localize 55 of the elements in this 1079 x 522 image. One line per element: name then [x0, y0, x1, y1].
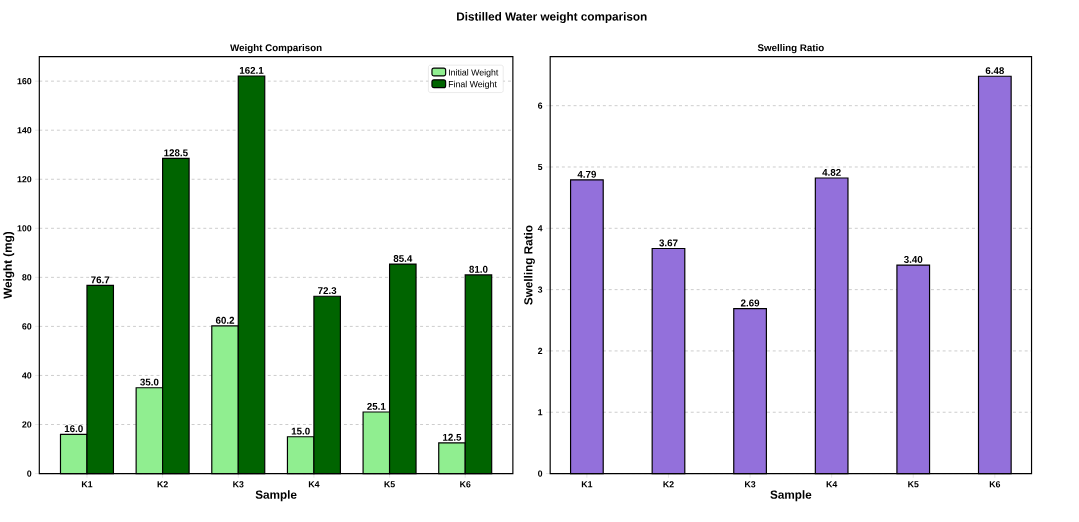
x-tick-label: K1 — [81, 480, 93, 488]
data-label: 4.82 — [822, 168, 841, 176]
x-tick-label: K6 — [460, 480, 471, 488]
data-label: 3.67 — [659, 239, 678, 247]
data-label: 128.5 — [164, 149, 188, 157]
x-tick-label: K2 — [157, 480, 168, 488]
data-label: 2.69 — [740, 299, 760, 307]
x-tick-label: K3 — [745, 480, 756, 488]
x-tick-label: K5 — [908, 480, 919, 488]
y-tick-label: 3 — [537, 286, 543, 293]
y-tick-label: 40 — [22, 372, 32, 379]
x-tick-label: K4 — [826, 480, 838, 488]
data-label: 16.0 — [64, 425, 83, 432]
data-label: 81.0 — [469, 265, 488, 273]
chart-title: Swelling Ratio — [757, 43, 824, 53]
y-tick-label: 2 — [537, 347, 543, 354]
x-tick-label: K3 — [233, 480, 244, 488]
legend-label: Final Weight — [448, 80, 497, 89]
data-label: 72.3 — [318, 286, 337, 294]
y-tick-label: 4 — [537, 225, 543, 232]
y-tick-label: 100 — [17, 225, 32, 232]
y-tick-label: 20 — [22, 421, 32, 428]
y-tick-label: 0 — [27, 470, 32, 477]
text: Distilled Water weight comparison — [457, 11, 647, 23]
y-tick-label: 1 — [538, 409, 543, 416]
data-label: 4.79 — [577, 170, 597, 178]
y-tick-label: 120 — [17, 175, 32, 183]
data-label: 3.40 — [903, 255, 923, 263]
chart-title: Weight Comparison — [230, 43, 322, 53]
y-tick-label: 140 — [17, 126, 32, 134]
y-tick-label: 80 — [22, 274, 32, 281]
x-tick-label: K6 — [989, 480, 1001, 488]
data-label: 25.1 — [367, 402, 386, 410]
legend-label: Initial Weight — [448, 68, 499, 78]
y-tick-label: 160 — [17, 77, 32, 85]
data-label: 60.2 — [215, 316, 235, 324]
x-tick-label: K2 — [663, 480, 674, 488]
data-label: 12.5 — [443, 433, 462, 441]
y-tick-label: 60 — [22, 323, 32, 330]
x-tick-label: K5 — [384, 480, 395, 488]
data-label: 85.4 — [393, 254, 413, 262]
y-tick-label: 5 — [537, 163, 543, 170]
y-tick-label: 0 — [538, 470, 543, 477]
x-tick-label: K1 — [581, 480, 593, 488]
data-label: 6.48 — [985, 67, 1005, 74]
y-axis-title: Swelling Ratio — [523, 225, 535, 305]
data-label: 76.7 — [91, 276, 110, 284]
data-label: 35.0 — [140, 378, 159, 386]
x-tick-label: K4 — [308, 480, 320, 488]
x-axis-title: Sample — [255, 490, 297, 501]
x-axis-title: Sample — [770, 490, 812, 501]
data-label: 162.1 — [239, 66, 264, 74]
y-tick-label: 6 — [537, 102, 543, 109]
data-label: 15.0 — [291, 427, 310, 435]
y-axis-title: Weight (mg) — [3, 231, 15, 299]
